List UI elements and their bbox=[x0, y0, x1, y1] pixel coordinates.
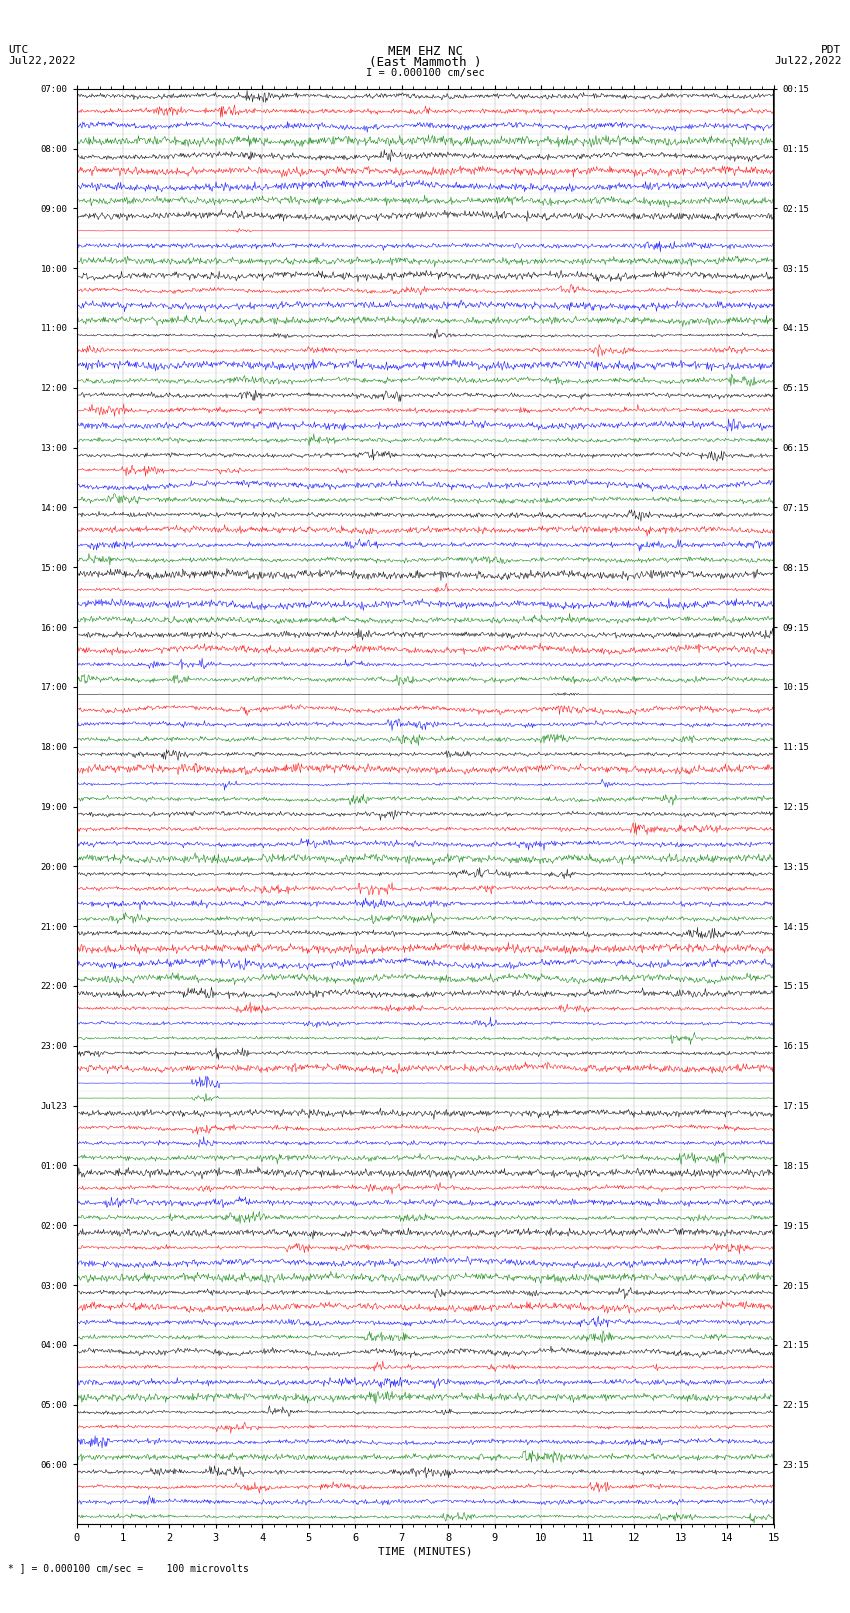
Text: Jul22,2022: Jul22,2022 bbox=[8, 56, 76, 66]
Text: Jul22,2022: Jul22,2022 bbox=[774, 56, 842, 66]
Text: * ] = 0.000100 cm/sec =    100 microvolts: * ] = 0.000100 cm/sec = 100 microvolts bbox=[8, 1563, 249, 1573]
Text: I = 0.000100 cm/sec: I = 0.000100 cm/sec bbox=[366, 68, 484, 77]
Text: (East Mammoth ): (East Mammoth ) bbox=[369, 56, 481, 69]
Text: MEM EHZ NC: MEM EHZ NC bbox=[388, 45, 462, 58]
Text: PDT: PDT bbox=[821, 45, 842, 55]
X-axis label: TIME (MINUTES): TIME (MINUTES) bbox=[377, 1547, 473, 1557]
Text: UTC: UTC bbox=[8, 45, 29, 55]
